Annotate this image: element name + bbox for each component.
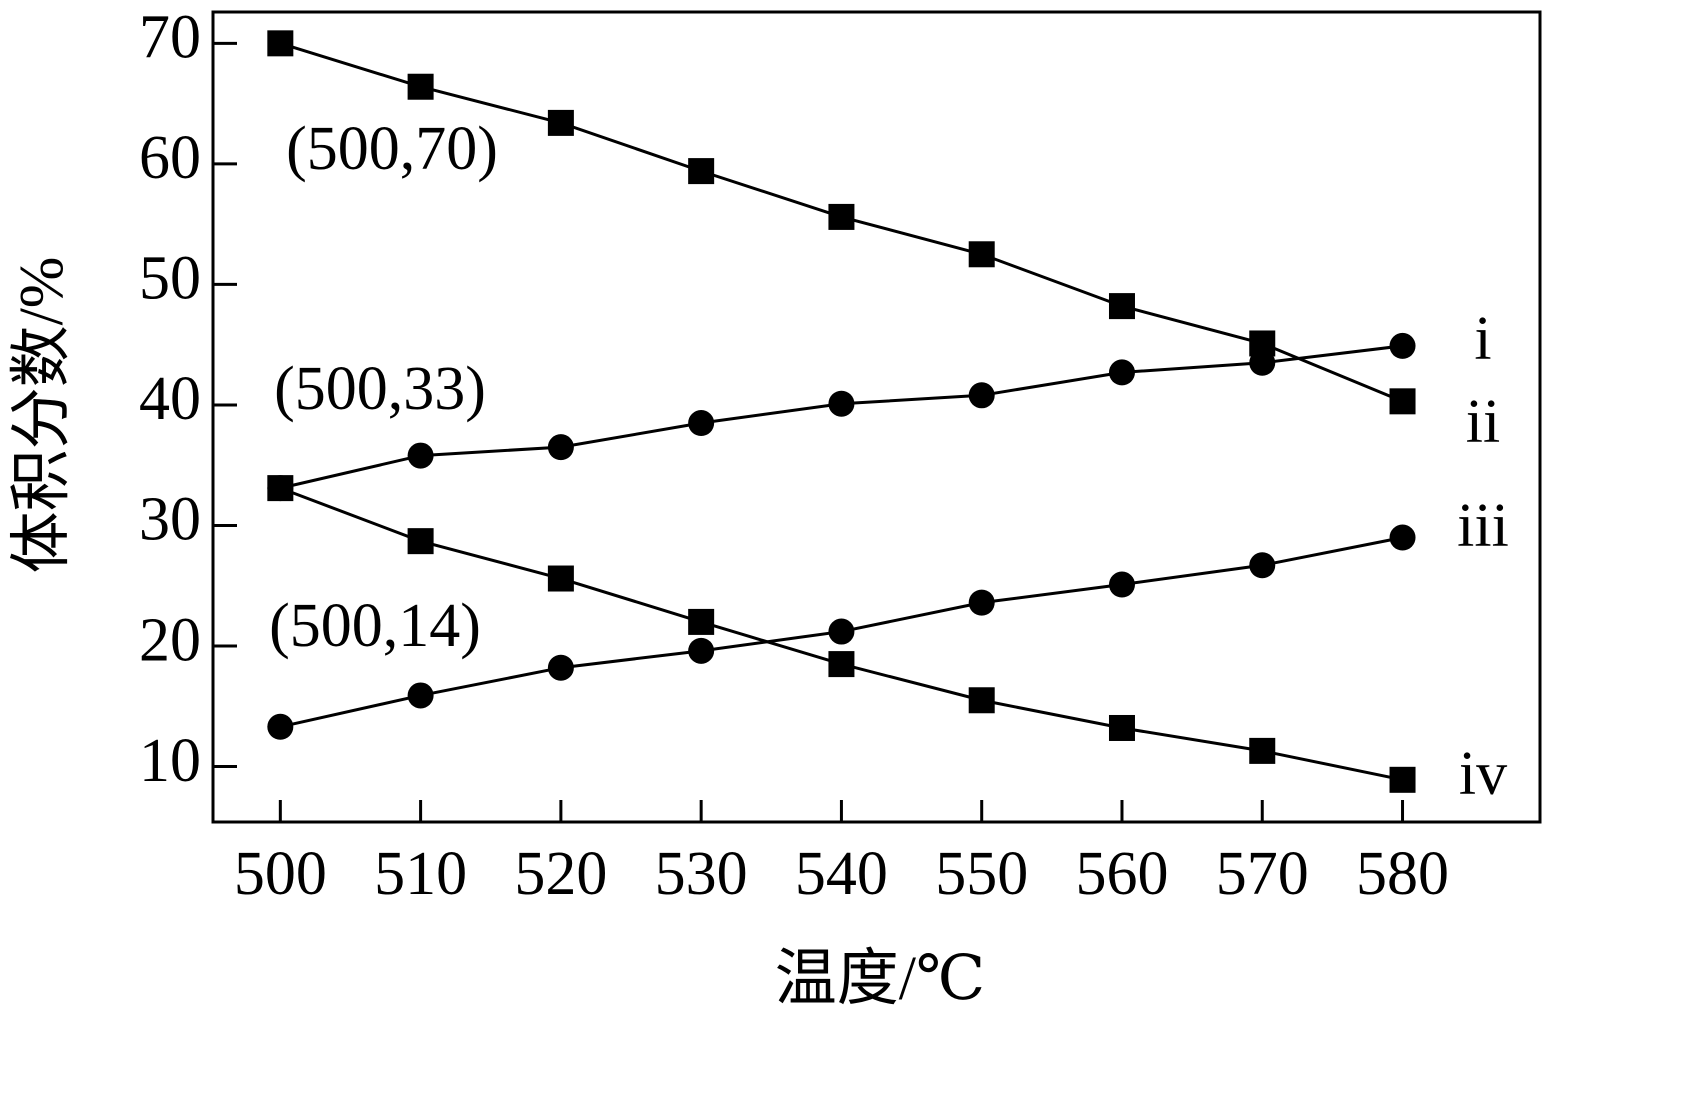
square-marker <box>407 528 434 555</box>
square-marker <box>968 241 995 268</box>
series-label: i <box>1474 305 1491 373</box>
y-tick-label: 60 <box>139 124 201 192</box>
circle-marker <box>547 434 574 461</box>
circle-marker <box>828 618 855 645</box>
y-tick-label: 30 <box>139 486 201 554</box>
x-tick-label: 510 <box>374 840 467 908</box>
circle-marker <box>968 589 995 616</box>
square-marker <box>968 687 995 714</box>
square-marker <box>1249 737 1276 764</box>
circle-marker <box>688 410 715 437</box>
square-marker <box>267 475 294 502</box>
plot-frame <box>211 10 1542 824</box>
x-tick-label: 540 <box>795 840 888 908</box>
square-marker <box>688 608 715 635</box>
circle-marker <box>688 637 715 664</box>
x-tick-label: 580 <box>1356 840 1449 908</box>
annotation: (500,14) <box>269 592 481 660</box>
series-label: ii <box>1466 388 1500 456</box>
annotation: (500,33) <box>274 355 486 423</box>
y-tick-label: 70 <box>139 4 201 72</box>
x-tick-label: 500 <box>234 840 327 908</box>
y-tick-label: 50 <box>139 245 201 313</box>
square-marker <box>1389 766 1416 793</box>
annotation: (500,70) <box>286 115 498 183</box>
x-tick-label: 570 <box>1216 840 1309 908</box>
circle-marker <box>828 390 855 417</box>
y-tick-label: 10 <box>139 727 201 795</box>
square-marker <box>407 73 434 100</box>
x-tick-label: 530 <box>655 840 748 908</box>
square-marker <box>1108 714 1135 741</box>
square-marker <box>547 109 574 136</box>
circle-marker <box>968 382 995 409</box>
square-marker <box>828 203 855 230</box>
y-axis-label: 体积分数/% <box>8 257 76 574</box>
series-label: iv <box>1459 740 1507 808</box>
circle-marker <box>1108 571 1135 598</box>
circle-marker <box>1108 359 1135 386</box>
square-marker <box>1389 388 1416 415</box>
circle-marker <box>267 713 294 740</box>
x-tick-label: 520 <box>514 840 607 908</box>
square-marker <box>1108 293 1135 320</box>
x-tick-label: 560 <box>1075 840 1168 908</box>
circle-marker <box>407 682 434 709</box>
square-marker <box>547 565 574 592</box>
square-marker <box>1249 330 1276 357</box>
circle-marker <box>1249 552 1276 579</box>
series-label: iii <box>1457 492 1509 560</box>
x-axis-label: 温度/℃ <box>775 945 986 1013</box>
square-marker <box>267 30 294 57</box>
square-marker <box>688 158 715 185</box>
y-tick-label: 20 <box>139 606 201 674</box>
circle-marker <box>1389 524 1416 551</box>
circle-marker <box>547 654 574 681</box>
x-tick-label: 550 <box>935 840 1028 908</box>
circle-marker <box>1389 332 1416 359</box>
y-tick-label: 40 <box>139 365 201 433</box>
square-marker <box>828 651 855 678</box>
circle-marker <box>407 442 434 469</box>
